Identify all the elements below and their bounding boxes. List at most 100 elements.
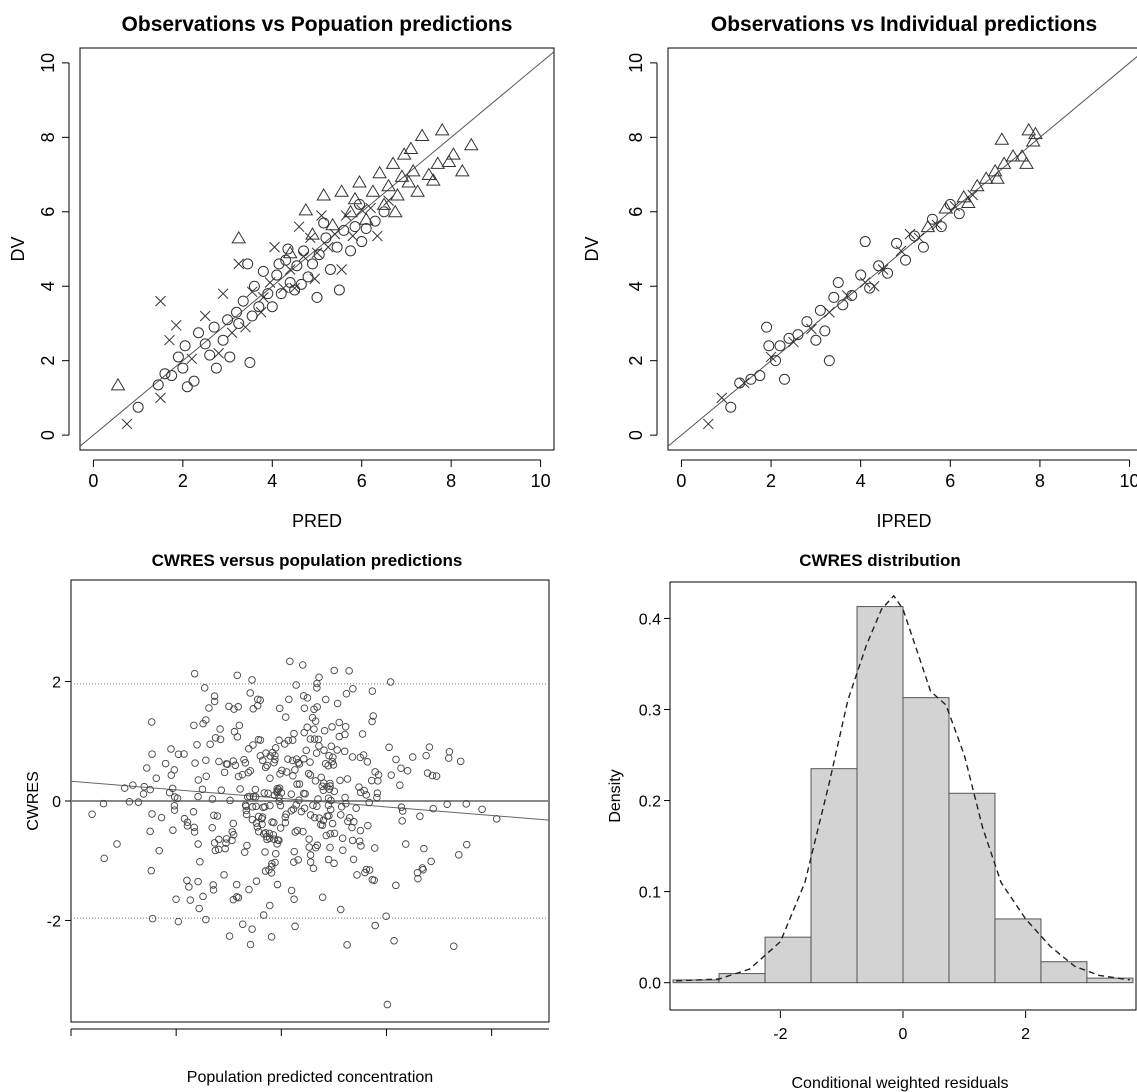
- data-point: [248, 925, 256, 933]
- histogram-bar: [856, 606, 904, 984]
- data-point: [170, 806, 179, 814]
- data-point: [152, 774, 161, 782]
- data-point: [345, 667, 353, 675]
- data-point: [270, 818, 278, 827]
- data-point: [202, 772, 211, 780]
- data-point: [263, 761, 271, 770]
- x-tick-label: 8: [446, 471, 456, 491]
- data-point: [331, 241, 343, 253]
- data-point: [381, 178, 396, 192]
- data-point: [1021, 122, 1037, 136]
- data-point: [148, 810, 156, 818]
- data-point: [251, 785, 260, 794]
- data-point: [265, 866, 273, 874]
- data-point: [385, 743, 393, 752]
- data-point: [414, 128, 430, 141]
- data-point: [165, 788, 174, 797]
- data-point: [419, 865, 427, 874]
- x-axis-label: Conditional weighted residuals: [791, 1075, 1008, 1092]
- data-point: [222, 314, 234, 326]
- histogram-bar: [1086, 977, 1134, 984]
- data-point: [314, 795, 322, 803]
- data-point: [246, 689, 254, 697]
- data-point: [725, 401, 737, 413]
- data-point: [855, 269, 867, 281]
- data-point: [228, 836, 236, 845]
- data-points: [667, 56, 1137, 447]
- data-point: [340, 747, 349, 756]
- y-tick-label: 0: [626, 430, 646, 440]
- data-points: [79, 51, 555, 447]
- data-point: [349, 685, 357, 693]
- data-point: [235, 721, 244, 730]
- panel-cwres-vs-pred: CWRES versus population predictions -2 0 2…: [25, 551, 550, 1086]
- data-point: [231, 230, 247, 244]
- data-point: [371, 921, 379, 930]
- x-tick-label: 10: [531, 471, 551, 491]
- data-point: [295, 760, 304, 768]
- data-point: [268, 860, 276, 868]
- y-axis-label: CWRES: [25, 771, 42, 831]
- data-point: [202, 915, 210, 924]
- data-point: [288, 756, 297, 765]
- data-point: [427, 857, 435, 866]
- data-point: [266, 801, 274, 810]
- data-point: [355, 783, 363, 791]
- data-point: [920, 219, 936, 233]
- data-point: [155, 392, 166, 404]
- data-point: [242, 806, 251, 815]
- y-tick-label: 10: [626, 53, 646, 73]
- reference-lines: [70, 683, 550, 919]
- data-point: [307, 258, 319, 270]
- y-tick-label: 4: [626, 281, 646, 291]
- data-point: [186, 353, 198, 365]
- data-point: [320, 726, 329, 735]
- data-point: [282, 245, 298, 259]
- data-point: [198, 785, 207, 794]
- data-point: [1019, 156, 1034, 169]
- data-point: [434, 122, 450, 136]
- data-point: [329, 753, 337, 761]
- data-point: [846, 290, 858, 302]
- y-axis-label: DV: [8, 236, 28, 261]
- data-point: [292, 681, 300, 689]
- data-point: [754, 370, 766, 382]
- data-point: [288, 736, 297, 744]
- data-point: [125, 798, 134, 806]
- data-point: [386, 678, 395, 686]
- data-point: [234, 893, 243, 902]
- data-point: [344, 817, 352, 826]
- data-point: [738, 377, 750, 389]
- data-point: [394, 169, 410, 182]
- data-point: [376, 197, 392, 210]
- data-point: [193, 327, 204, 339]
- data-point: [445, 747, 454, 756]
- data-point: [873, 260, 885, 272]
- data-point: [761, 321, 773, 333]
- data-point: [326, 830, 334, 838]
- data-point: [355, 837, 364, 846]
- data-point: [312, 749, 321, 757]
- data-point: [291, 828, 299, 836]
- data-point: [242, 802, 250, 811]
- data-point: [233, 258, 245, 270]
- data-points: [88, 657, 501, 1009]
- data-point: [194, 877, 202, 886]
- data-point: [926, 213, 938, 225]
- x-tick-label: 8: [1035, 471, 1045, 491]
- data-point: [313, 249, 325, 261]
- data-point: [318, 217, 330, 229]
- data-point: [172, 895, 180, 903]
- density-curve: [676, 594, 1131, 982]
- data-point: [360, 786, 368, 795]
- data-point: [147, 866, 155, 875]
- data-point: [262, 288, 274, 300]
- data-point: [291, 260, 303, 272]
- data-point: [313, 841, 322, 850]
- data-point: [359, 751, 368, 759]
- data-point: [240, 321, 251, 333]
- data-point: [410, 184, 425, 197]
- data-point: [322, 241, 334, 253]
- data-point: [276, 770, 284, 778]
- x-axis: 0 2 4 6 8 10: [676, 459, 1137, 491]
